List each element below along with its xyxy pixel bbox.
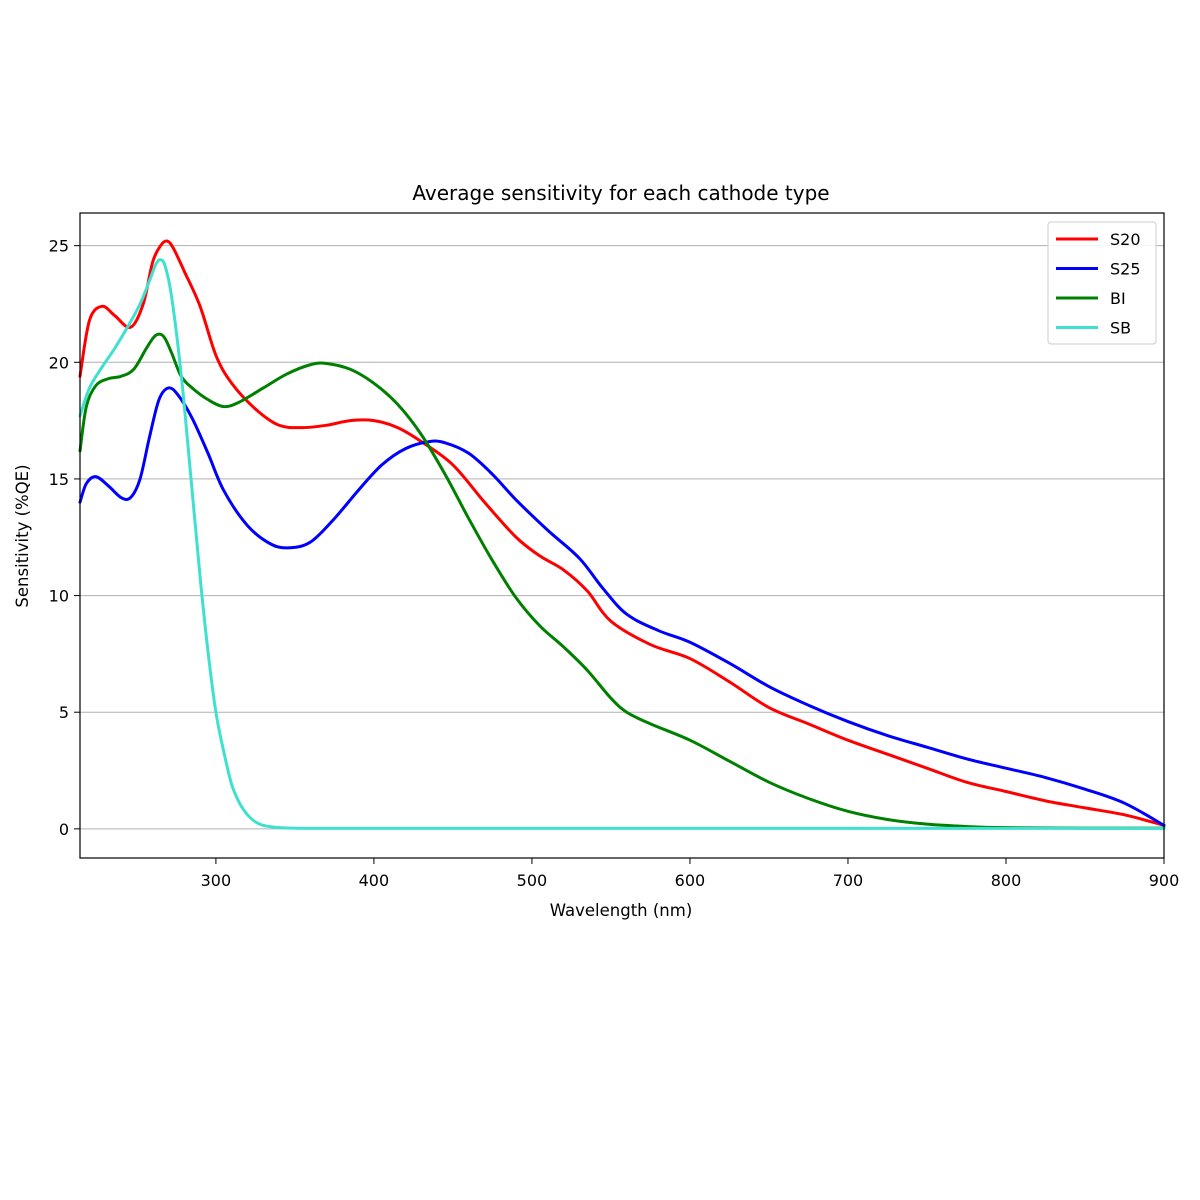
x-tick-label: 400 [359,871,390,890]
y-tick-label: 5 [59,703,69,722]
x-tick-label: 500 [517,871,548,890]
x-tick-label: 800 [991,871,1022,890]
y-tick-label: 25 [49,237,69,256]
chart-title: Average sensitivity for each cathode typ… [412,181,829,205]
x-tick-label: 600 [675,871,706,890]
series-lines [78,239,1166,830]
legend: S20 S25 BI SB [1047,221,1157,345]
y-axis-label: Sensitivity (%QE) [13,464,32,607]
axis-ticks: 0 5 10 15 20 25 300 400 500 600 700 800 900 [49,237,1180,890]
series-line-bi [78,332,1166,830]
x-tick-label: 300 [201,871,232,890]
series-line-sb [78,258,1166,830]
y-tick-label: 10 [49,587,69,606]
plot-frame [79,212,1165,859]
legend-label-s20: S20 [1110,230,1141,249]
x-tick-label: 900 [1149,871,1180,890]
series-line-s25 [78,386,1166,827]
legend-label-s25: S25 [1110,260,1141,279]
legend-label-bi: BI [1110,289,1126,308]
x-tick-label: 700 [833,871,864,890]
y-tick-label: 20 [49,353,69,372]
y-tick-label: 15 [49,470,69,489]
y-tick-label: 0 [59,820,69,839]
legend-box [1047,221,1157,345]
x-axis-label: Wavelength (nm) [550,901,693,920]
legend-label-sb: SB [1110,319,1131,338]
